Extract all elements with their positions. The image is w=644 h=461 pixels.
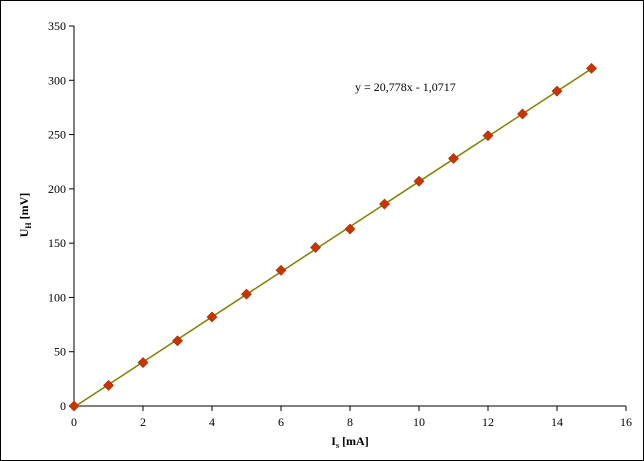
data-point-marker — [482, 130, 494, 142]
y-tick-label: 200 — [48, 182, 66, 196]
x-axis-title-unit: [mA] — [339, 434, 369, 448]
equation-label: y = 20,778x - 1,0717 — [355, 80, 456, 94]
y-tick-label: 100 — [48, 290, 66, 304]
x-tick-label: 16 — [620, 415, 632, 429]
y-tick-label: 300 — [48, 73, 66, 87]
data-point-marker — [310, 242, 321, 253]
data-point-marker — [275, 264, 287, 276]
data-point-marker — [413, 175, 425, 187]
y-axis-title: UH [mV] — [17, 193, 33, 238]
data-point-marker — [172, 335, 183, 347]
data-point-marker — [379, 198, 390, 210]
y-tick-label: 250 — [48, 128, 66, 142]
x-tick-label: 2 — [140, 415, 146, 429]
y-tick-label: 0 — [60, 399, 66, 413]
x-tick-label: 6 — [278, 415, 284, 429]
y-tick-label: 150 — [48, 236, 66, 250]
y-axis-title-sub: H — [24, 222, 33, 229]
x-tick-label: 12 — [482, 415, 494, 429]
data-points — [68, 62, 597, 412]
x-axis-title-sub: s — [336, 441, 339, 450]
y-axis-title-main: U — [17, 228, 31, 237]
data-point-marker — [586, 62, 597, 74]
x-tick-label: 10 — [413, 415, 425, 429]
trendline — [73, 68, 592, 408]
data-point-marker — [206, 311, 218, 323]
x-tick-label: 8 — [347, 415, 353, 429]
data-point-marker — [344, 223, 356, 235]
x-tick-label: 0 — [71, 415, 77, 429]
trendline-layer — [73, 68, 592, 408]
data-point-marker — [517, 108, 528, 120]
tick-labels: 0 50 100 150 200 250 300 350 0 2 4 6 8 10 12 14 16 — [48, 19, 632, 429]
y-tick-label: 350 — [48, 19, 66, 33]
data-point-marker — [68, 400, 80, 412]
y-axis-title-unit: [mV] — [17, 193, 31, 223]
data-point-marker — [241, 288, 252, 300]
x-axis-title-main: I — [331, 434, 336, 448]
axes — [69, 25, 627, 411]
data-point-marker — [551, 85, 563, 97]
data-point-marker — [103, 379, 114, 391]
x-tick-label: 14 — [551, 415, 563, 429]
data-point-marker — [448, 153, 459, 164]
x-tick-label: 4 — [209, 415, 215, 429]
x-axis-title: Is [mA] — [331, 434, 368, 450]
data-point-marker — [137, 357, 149, 368]
y-tick-label: 50 — [54, 345, 66, 359]
